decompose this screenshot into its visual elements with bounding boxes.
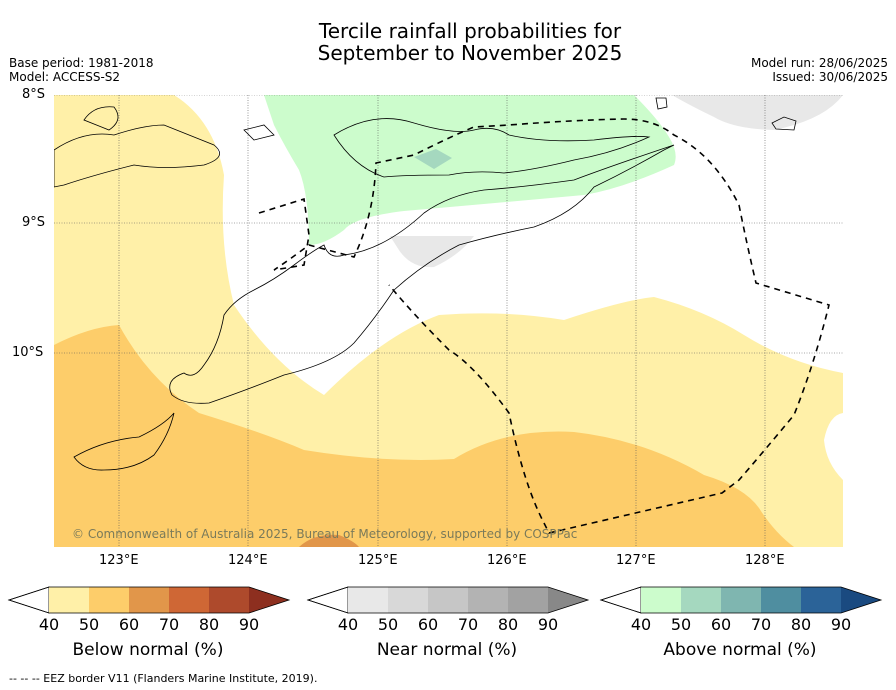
tick-label: 80 xyxy=(497,615,519,634)
tick-label: 50 xyxy=(78,615,100,634)
small-island-ne xyxy=(771,116,797,131)
near-normal-40-center xyxy=(390,236,474,268)
tick-label: 90 xyxy=(830,615,852,634)
tick-label: 70 xyxy=(457,615,479,634)
lon-label-123e: 123°E xyxy=(99,553,139,568)
colorbar-right-extension xyxy=(548,587,588,613)
colorbar-segment xyxy=(801,587,841,613)
colorbar-left-extension xyxy=(599,586,642,614)
tick-label: 40 xyxy=(630,615,652,634)
graticule xyxy=(54,95,843,547)
meta-left: Base period: 1981-2018 Model: ACCESS-S2 xyxy=(9,56,154,84)
lon-label-127e: 127°E xyxy=(616,553,656,568)
colorbar-segment xyxy=(169,587,209,613)
model-run: Model run: 28/06/2025 xyxy=(750,56,888,70)
sumba-coast xyxy=(73,412,175,471)
issued-date: Issued: 30/06/2025 xyxy=(772,70,888,84)
above-normal-40-region xyxy=(264,95,676,245)
colorbar-outline xyxy=(7,586,291,614)
ticks-near-normal: 40 50 60 70 80 90 xyxy=(338,615,558,635)
colorbar-right-extension xyxy=(841,587,881,613)
white-notch-right xyxy=(824,413,843,480)
wetar-coast xyxy=(333,118,651,178)
colorbar-near-normal xyxy=(306,586,590,614)
tick-label: 80 xyxy=(790,615,812,634)
lat-label-9s: 9°S xyxy=(22,215,46,230)
copyright-text: © Commonwealth of Australia 2025, Bureau… xyxy=(72,527,577,541)
below-normal-60-patch xyxy=(299,534,359,547)
eez-border xyxy=(258,118,830,534)
tick-label: 70 xyxy=(158,615,180,634)
flores-east-coast xyxy=(83,106,119,131)
legend-colorbars xyxy=(7,586,883,614)
savu-coast xyxy=(243,124,275,141)
colorbar-below-normal xyxy=(7,586,291,614)
lon-label-126e: 126°E xyxy=(487,553,527,568)
tick-label: 60 xyxy=(118,615,140,634)
colorbar-segment xyxy=(721,587,761,613)
colorbar-above-normal xyxy=(599,586,883,614)
title-line-1: Tercile rainfall probabilities for xyxy=(318,19,622,43)
forecast-map: © Commonwealth of Australia 2025, Bureau… xyxy=(54,95,843,547)
colorbar-segment xyxy=(761,587,801,613)
legend-label-near-normal: Near normal (%) xyxy=(376,640,518,660)
below-normal-50-region xyxy=(54,325,794,547)
colorbar-segment xyxy=(49,587,89,613)
colorbar-outline xyxy=(306,586,590,614)
eez-footnote: -- -- -- EEZ border V11 (Flanders Marine… xyxy=(9,672,318,685)
ticks-below-normal: 40 50 60 70 80 90 xyxy=(39,615,259,635)
tick-label: 40 xyxy=(38,615,60,634)
legend-label-below-normal: Below normal (%) xyxy=(72,640,224,660)
base-period: Base period: 1981-2018 xyxy=(9,56,154,70)
tick-label: 50 xyxy=(670,615,692,634)
tick-label: 80 xyxy=(198,615,220,634)
map-title: Tercile rainfall probabilities for Septe… xyxy=(0,20,896,64)
ticks-above-normal: 40 50 60 70 80 90 xyxy=(631,615,851,635)
lon-label-128e: 128°E xyxy=(745,553,785,568)
colorbar-segment xyxy=(681,587,721,613)
colorbar-segment xyxy=(641,587,681,613)
model-name: Model: ACCESS-S2 xyxy=(9,70,121,84)
timor-coast xyxy=(169,144,675,404)
colorbar-left-extension xyxy=(306,586,349,614)
colorbar-segment xyxy=(209,587,249,613)
lon-label-124e: 124°E xyxy=(228,553,268,568)
colorbar-segment xyxy=(428,587,468,613)
lon-label-125e: 125°E xyxy=(358,553,398,568)
tick-label: 60 xyxy=(710,615,732,634)
colorbar-segment xyxy=(89,587,129,613)
small-island-north xyxy=(655,97,668,110)
coastlines xyxy=(54,97,797,471)
colorbar-segment xyxy=(129,587,169,613)
meta-right: Model run: 28/06/2025 Issued: 30/06/2025 xyxy=(751,56,888,84)
colorbar-left-extension xyxy=(7,586,50,614)
colorbar-segment xyxy=(508,587,548,613)
above-normal-50-patch xyxy=(414,149,452,169)
colorbar-segment xyxy=(348,587,388,613)
title-line-2: September to November 2025 xyxy=(317,41,623,65)
legend-label-above-normal: Above normal (%) xyxy=(663,640,817,660)
tick-label: 90 xyxy=(238,615,260,634)
lat-label-10s: 10°S xyxy=(12,345,44,360)
tick-label: 90 xyxy=(537,615,559,634)
tick-label: 60 xyxy=(417,615,439,634)
lat-label-8s: 8°S xyxy=(22,87,46,102)
colorbar-segment xyxy=(468,587,508,613)
tick-label: 70 xyxy=(750,615,772,634)
colorbar-outline xyxy=(599,586,883,614)
near-normal-40-top xyxy=(672,95,843,130)
alor-coast xyxy=(54,124,221,188)
colorbar-segment xyxy=(388,587,428,613)
colorbar-right-extension xyxy=(249,587,289,613)
tick-label: 40 xyxy=(337,615,359,634)
tick-label: 50 xyxy=(377,615,399,634)
